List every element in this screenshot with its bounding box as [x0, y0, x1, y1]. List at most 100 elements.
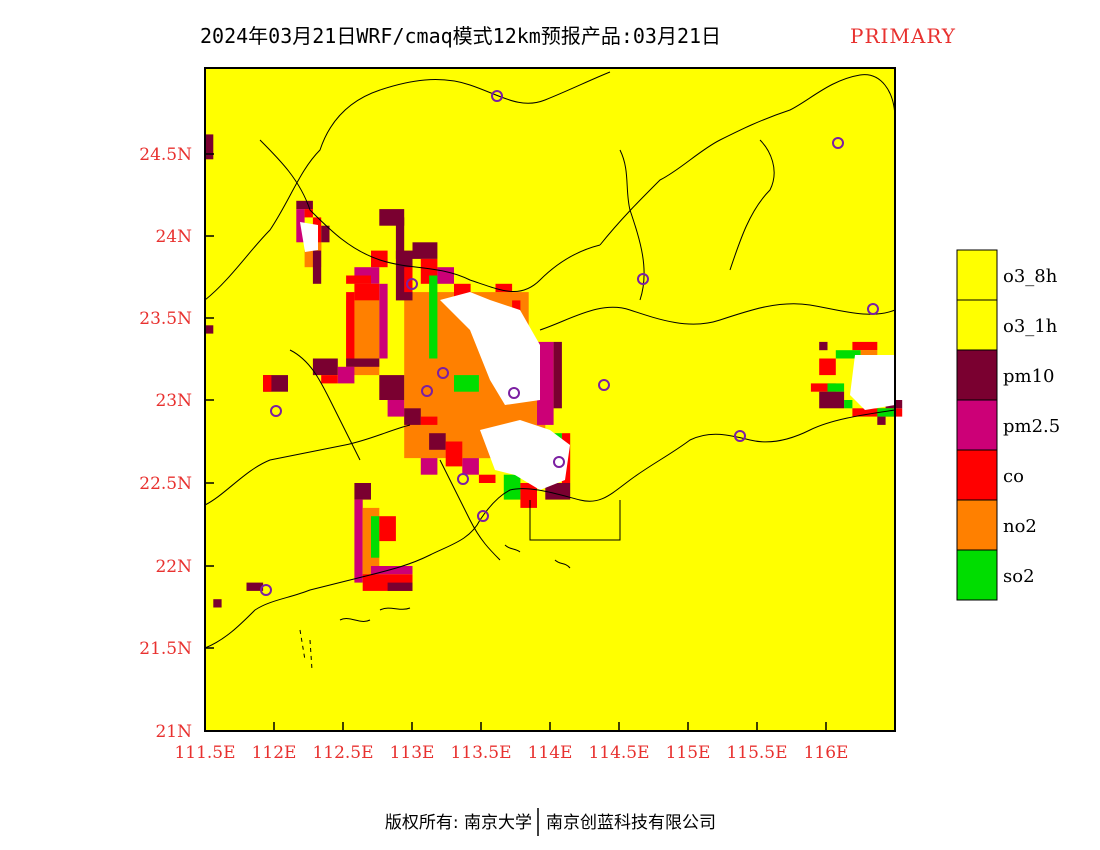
- boundary-line: [619, 149, 645, 301]
- pollutant-cell-pm25: [354, 499, 363, 583]
- footer: 版权所有: 南京大学 南京创蓝科技有限公司: [385, 808, 716, 836]
- station-marker: [598, 379, 610, 391]
- pollutant-cell-pm10: [395, 217, 405, 259]
- pollutant-cell-pm10: [205, 134, 214, 160]
- pollutant-cell-so2: [503, 474, 521, 500]
- legend-label: no2: [1003, 516, 1037, 537]
- station-marker: [553, 456, 565, 468]
- white-patch-east: [850, 355, 895, 410]
- legend: o3_8h o3_1h pm10 pm2.5 co no2 so2: [956, 249, 1060, 601]
- pollutant-cell-co: [445, 441, 463, 467]
- white-patch-north: [300, 222, 318, 252]
- pollutant-cell-co: [495, 283, 513, 293]
- pollutant-cell-so2: [429, 275, 438, 359]
- pollutant-cell-so2: [454, 375, 479, 392]
- pollutant-cell-so2: [835, 350, 861, 359]
- pollutant-cell-co: [346, 275, 371, 284]
- small-islands: [339, 544, 571, 622]
- station-marker: [421, 385, 433, 397]
- pollutant-cell-pm10: [321, 225, 330, 243]
- station-marker: [508, 387, 520, 399]
- white-patch-shenzhen: [480, 420, 570, 490]
- pollutant-cell-pm10: [346, 358, 380, 367]
- station-marker: [637, 273, 649, 285]
- pollutant-cell-co: [346, 292, 355, 359]
- pollutant-cell-pm10: [312, 358, 338, 376]
- boundary-line: [539, 303, 896, 331]
- pollutant-cell-pm10: [296, 200, 313, 210]
- legend-swatch: [956, 549, 998, 601]
- pollutant-cell-no2: [860, 350, 878, 359]
- y-tick-label: 22.5N: [139, 474, 192, 494]
- x-tick-label: 116E: [804, 743, 849, 763]
- pollutant-cell-co: [321, 375, 338, 384]
- copyright-text: 版权所有: 南京大学: [385, 813, 532, 833]
- pollutant-cell-pm10: [429, 433, 446, 450]
- y-tick-label: 21.5N: [139, 639, 192, 659]
- pollutant-cell-co: [354, 283, 380, 301]
- island-dash: [299, 629, 313, 671]
- legend-label: so2: [1003, 566, 1035, 587]
- boundary-line: [289, 349, 361, 461]
- boundary-line: [259, 139, 601, 293]
- y-axis-labels: 21N 21.5N 22N 22.5N 23N 23.5N 24N 24.5N: [139, 145, 192, 742]
- y-tick-label: 24.5N: [139, 145, 192, 165]
- pollutant-cell-pm10: [246, 582, 264, 591]
- x-tick-label: 112E: [252, 743, 297, 763]
- pollutant-cell-pm25: [379, 283, 388, 359]
- axis-ticks: [204, 153, 827, 732]
- x-tick-label: 114E: [528, 743, 573, 763]
- y-tick-label: 24N: [155, 227, 192, 247]
- pollutant-cell-co: [304, 209, 313, 218]
- pollutant-cell-so2: [877, 408, 894, 417]
- pollutant-cell-pm10: [387, 582, 413, 591]
- x-tick-label: 113.5E: [450, 743, 511, 763]
- pollutant-cell-co: [379, 516, 396, 542]
- legend-label: o3_1h: [1003, 316, 1058, 337]
- station-marker: [260, 584, 272, 596]
- boundary-line: [204, 71, 611, 301]
- boundary-line: [439, 459, 501, 561]
- x-tick-label: 114.5E: [588, 743, 649, 763]
- station-marker: [491, 90, 503, 102]
- x-axis-labels: 111.5E 112E 112.5E 113E 113.5E 114E 114.…: [174, 743, 848, 763]
- pollutant-cell-co: [371, 250, 388, 268]
- pollutant-cell-pm10: [379, 209, 405, 226]
- station-marker: [867, 303, 879, 315]
- pollutant-cell-pm10: [404, 408, 421, 425]
- legend-label: pm2.5: [1003, 416, 1060, 437]
- pollutant-cell-pm25: [420, 458, 438, 475]
- pollutant-cell-pm10: [354, 483, 371, 500]
- pollutant-cell-pm25: [437, 267, 454, 284]
- y-tick-label: 23.5N: [139, 309, 192, 329]
- map-title: 2024年03月21日WRF/cmaq模式12km预报产品:03月21日: [200, 24, 721, 48]
- admin-boundaries: [204, 71, 896, 671]
- pollutant-cell-so2: [827, 383, 845, 392]
- station-marker: [406, 278, 418, 290]
- station-marker: [270, 405, 282, 417]
- legend-swatch: [956, 449, 998, 501]
- station-marker: [832, 137, 844, 149]
- station-marker: [734, 430, 746, 442]
- legend-label: co: [1003, 466, 1024, 487]
- pollutant-cell-pm10: [877, 416, 886, 425]
- pollutant-cell-pm10: [412, 242, 438, 259]
- station-marker: [457, 473, 469, 485]
- x-tick-label: 115.5E: [726, 743, 787, 763]
- pollutant-cell-pm10: [213, 599, 222, 608]
- y-tick-label: 23N: [155, 391, 192, 411]
- pollutant-cell-pm25: [296, 209, 305, 243]
- clean-area-patches: [300, 222, 895, 490]
- legend-label: pm10: [1003, 366, 1055, 387]
- x-tick-label: 115E: [666, 743, 711, 763]
- legend-swatch: [956, 499, 998, 551]
- station-marker: [437, 367, 449, 379]
- pollutant-cell-so2: [844, 400, 853, 409]
- legend-swatch: [956, 299, 998, 351]
- x-tick-label: 113E: [390, 743, 435, 763]
- company-text: 南京创蓝科技有限公司: [546, 813, 716, 833]
- pollutant-cell-pm25: [371, 566, 413, 575]
- station-markers: [260, 90, 879, 596]
- pollutant-cell-pm10: [312, 250, 322, 284]
